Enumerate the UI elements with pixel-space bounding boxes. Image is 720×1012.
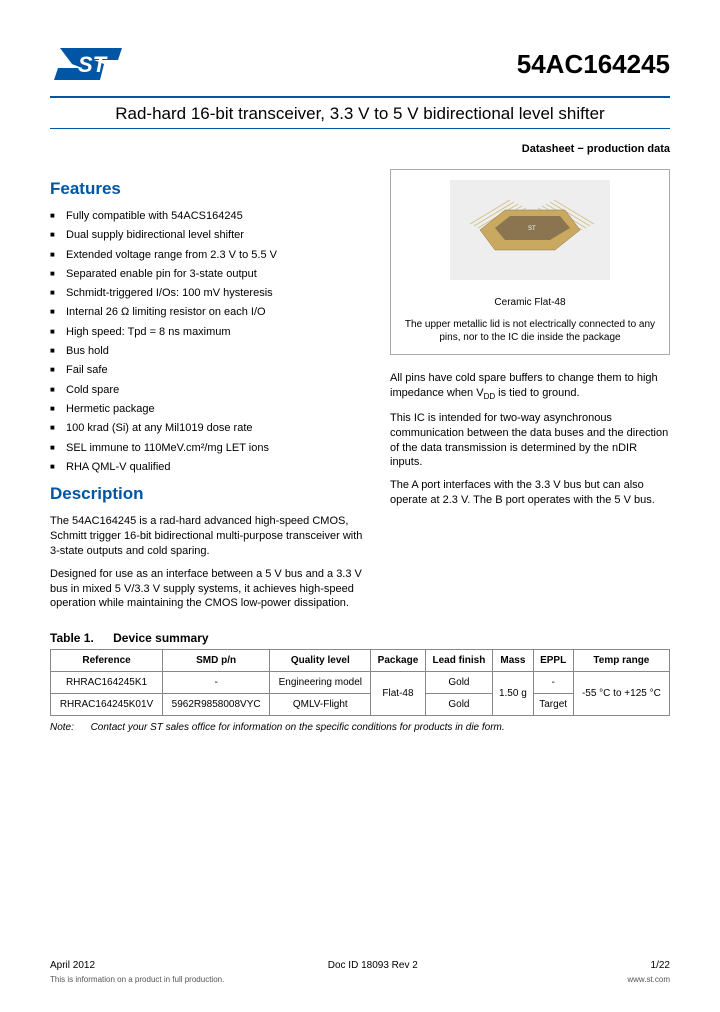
feature-item: 100 krad (Si) at any Mil1019 dose rate: [50, 421, 366, 435]
svg-text:ST: ST: [528, 226, 536, 232]
feature-item: Separated enable pin for 3-state output: [50, 267, 366, 281]
divider: [50, 96, 670, 98]
st-logo: ST: [50, 40, 145, 88]
footer-small: This is information on a product in full…: [50, 975, 670, 984]
th: Mass: [493, 650, 533, 672]
td: -55 °C to +125 °C: [573, 672, 669, 716]
th: Reference: [51, 650, 163, 672]
feature-item: RHA QML-V qualified: [50, 460, 366, 474]
table-row: RHRAC164245K1 - Engineering model Flat-4…: [51, 672, 670, 694]
table-header-row: Reference SMD p/n Quality level Package …: [51, 650, 670, 672]
table-name: Device summary: [113, 631, 208, 645]
paragraph: All pins have cold spare buffers to chan…: [390, 371, 670, 403]
feature-item: Dual supply bidirectional level shifter: [50, 228, 366, 242]
footer: April 2012 Doc ID 18093 Rev 2 1/22 This …: [50, 960, 670, 984]
header: ST 54AC164245: [50, 40, 670, 88]
datasheet-label: Datasheet − production data: [50, 143, 670, 155]
th: SMD p/n: [163, 650, 270, 672]
paragraph: Designed for use as an interface between…: [50, 567, 366, 612]
paragraph: This IC is intended for two-way asynchro…: [390, 411, 670, 470]
features-heading: Features: [50, 179, 366, 199]
table-title: Table 1. Device summary: [50, 631, 670, 645]
description-heading: Description: [50, 484, 366, 504]
feature-item: Internal 26 Ω limiting resistor on each …: [50, 305, 366, 319]
features-list: Fully compatible with 54ACS164245 Dual s…: [50, 209, 366, 474]
device-summary-table: Reference SMD p/n Quality level Package …: [50, 649, 670, 716]
feature-item: High speed: Tpd = 8 ns maximum: [50, 325, 366, 339]
paragraph: The 54AC164245 is a rad-hard advanced hi…: [50, 514, 366, 559]
footer-url: www.st.com: [627, 975, 670, 984]
description-text: The 54AC164245 is a rad-hard advanced hi…: [50, 514, 366, 611]
td: Gold: [425, 672, 493, 694]
feature-item: Hermetic package: [50, 402, 366, 416]
footer-disclaimer: This is information on a product in full…: [50, 975, 224, 984]
right-column: ST Ceramic Flat-48 The upper metallic li…: [390, 169, 670, 619]
td: Target: [533, 694, 573, 716]
td: 1.50 g: [493, 672, 533, 716]
image-note: The upper metallic lid is not electrical…: [401, 318, 659, 344]
paragraph: The A port interfaces with the 3.3 V bus…: [390, 478, 670, 508]
td: Flat-48: [371, 672, 425, 716]
footer-page: 1/22: [651, 960, 670, 971]
subtitle: Rad-hard 16-bit transceiver, 3.3 V to 5 …: [50, 100, 670, 128]
td: -: [533, 672, 573, 694]
feature-item: Schmidt-triggered I/Os: 100 mV hysteresi…: [50, 286, 366, 300]
chip-illustration: ST: [450, 180, 610, 280]
divider: [50, 128, 670, 129]
td: -: [163, 672, 270, 694]
td: Gold: [425, 694, 493, 716]
th: Lead finish: [425, 650, 493, 672]
package-image-box: ST Ceramic Flat-48 The upper metallic li…: [390, 169, 670, 355]
footer-date: April 2012: [50, 960, 95, 971]
feature-item: Extended voltage range from 2.3 V to 5.5…: [50, 248, 366, 262]
table-note: Note: Contact your ST sales office for i…: [50, 722, 670, 733]
feature-item: Fail safe: [50, 363, 366, 377]
footer-docid: Doc ID 18093 Rev 2: [328, 960, 418, 971]
th: Quality level: [270, 650, 371, 672]
feature-item: Bus hold: [50, 344, 366, 358]
th: EPPL: [533, 650, 573, 672]
feature-item: SEL immune to 110MeV.cm²/mg LET ions: [50, 441, 366, 455]
table-label: Table 1.: [50, 631, 94, 645]
feature-item: Cold spare: [50, 383, 366, 397]
left-column: Features Fully compatible with 54ACS1642…: [50, 169, 366, 619]
svg-text:ST: ST: [78, 52, 108, 77]
footer-line: April 2012 Doc ID 18093 Rev 2 1/22: [50, 960, 670, 971]
th: Temp range: [573, 650, 669, 672]
th: Package: [371, 650, 425, 672]
image-caption: Ceramic Flat-48: [401, 297, 659, 308]
td: QMLV-Flight: [270, 694, 371, 716]
td: RHRAC164245K1: [51, 672, 163, 694]
content-columns: Features Fully compatible with 54ACS1642…: [50, 169, 670, 619]
td: RHRAC164245K01V: [51, 694, 163, 716]
feature-item: Fully compatible with 54ACS164245: [50, 209, 366, 223]
part-number: 54AC164245: [517, 49, 670, 80]
td: Engineering model: [270, 672, 371, 694]
td: 5962R9858008VYC: [163, 694, 270, 716]
right-column-text: All pins have cold spare buffers to chan…: [390, 371, 670, 508]
